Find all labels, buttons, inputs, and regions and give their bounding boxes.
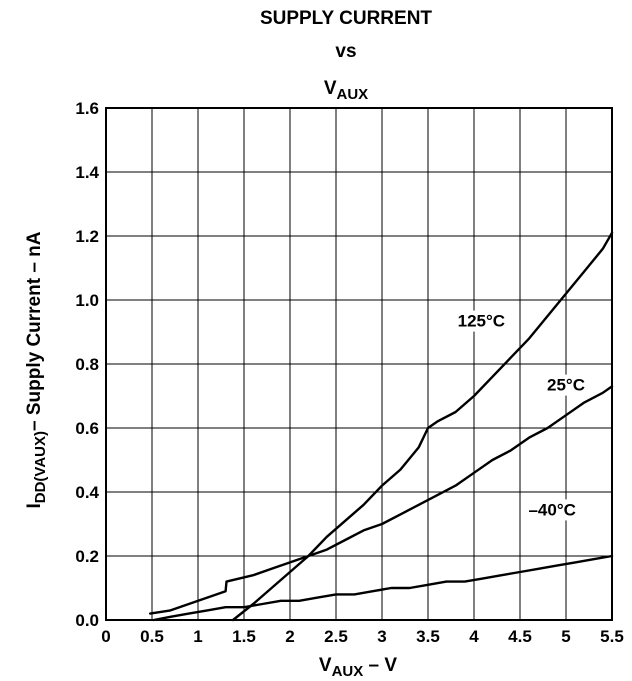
series-labels: 125°C 25°C –40°C — [452, 310, 590, 521]
series-line-minus40c — [152, 554, 614, 622]
y-tick-label: 1.0 — [75, 291, 99, 310]
x-tick-label: 2.5 — [324, 627, 348, 646]
y-tick-label: 0.2 — [75, 547, 99, 566]
series-label-25c: 25°C — [547, 376, 585, 395]
series-line-125c — [231, 231, 614, 622]
x-tick-label: 4 — [469, 627, 479, 646]
x-tick-label: 1.5 — [232, 627, 256, 646]
series-label-bg — [542, 374, 590, 396]
x-axis-label-main: V — [319, 655, 332, 676]
series-line-25c — [149, 385, 614, 615]
series-curves — [149, 231, 614, 622]
series-label-minus40c: –40°C — [528, 500, 575, 519]
y-tick-label: 0.4 — [75, 483, 99, 502]
x-tick-labels: 0 0.5 1 1.5 2 2.5 3 3.5 4 4.5 5 5.5 — [101, 627, 624, 646]
series-label-bg — [523, 499, 582, 521]
x-axis-label-sub: AUX — [332, 663, 364, 680]
x-tick-label: 5.5 — [600, 627, 624, 646]
y-tick-label: 1.4 — [75, 163, 99, 182]
chart-title-line1: SUPPLY CURRENT — [260, 8, 432, 29]
y-axis-label-sub: DD(VAUX) — [32, 431, 49, 503]
series-label-125c: 125°C — [458, 312, 505, 331]
x-axis-label: VAUX – V — [319, 655, 397, 680]
y-axis-label-suffix: – Supply Current – nA — [24, 231, 45, 431]
y-tick-label: 1.2 — [75, 227, 99, 246]
y-axis-label-main: I — [24, 503, 45, 508]
chart-title-line3-sub: AUX — [337, 86, 369, 103]
chart-title-line2: vs — [335, 41, 356, 62]
x-tick-label: 0 — [101, 627, 110, 646]
y-tick-label: 1.6 — [75, 99, 99, 118]
x-tick-label: 4.5 — [508, 627, 532, 646]
y-tick-labels: 0.0 0.2 0.4 0.6 0.8 1.0 1.2 1.4 1.6 — [75, 99, 99, 630]
x-axis-label-suffix: – V — [363, 655, 397, 676]
x-tick-label: 0.5 — [140, 627, 164, 646]
x-tick-label: 5 — [561, 627, 570, 646]
chart-title-line3: VAUX — [324, 78, 368, 103]
chart-title-line3-main: V — [324, 78, 337, 99]
x-tick-label: 1 — [193, 627, 202, 646]
y-axis-label: IDD(VAUX)– Supply Current – nA — [24, 231, 49, 508]
x-tick-label: 3.5 — [416, 627, 440, 646]
y-tick-label: 0.8 — [75, 355, 99, 374]
x-tick-label: 3 — [377, 627, 386, 646]
plot-frame — [105, 107, 613, 621]
y-tick-label: 0.0 — [75, 611, 99, 630]
series-label-bg — [452, 310, 511, 332]
grid — [106, 108, 612, 620]
y-tick-label: 0.6 — [75, 419, 99, 438]
x-tick-label: 2 — [285, 627, 294, 646]
